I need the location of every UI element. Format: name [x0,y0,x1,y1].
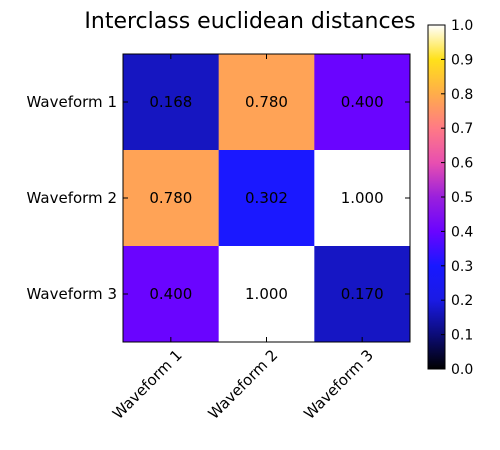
colorbar-tick-label-7: 0.7 [451,121,473,137]
heatmap-cell-r3-c1 [123,246,220,343]
cell-value-r2-c1: 0.780 [149,189,192,207]
colorbar-tick-label-3: 0.3 [451,259,473,275]
chart-title: Interclass euclidean distances [84,9,415,34]
heatmap-cells [123,54,411,343]
colorbar-tick-label-9: 0.9 [451,52,473,68]
y-tick-label-1: Waveform 1 [27,93,117,111]
heatmap-cell-r2-c1 [123,150,220,247]
y-tick-labels: Waveform 1 Waveform 2 Waveform 3 [27,93,410,303]
heatmap-cell-labels: 0.168 0.780 0.400 0.780 0.302 1.000 0.400 1.000… [149,93,383,303]
cell-value-r1-c1: 0.168 [149,93,192,111]
heatmap-cell-r2-c2 [218,150,315,247]
cell-value-r3-c2: 1.000 [245,285,288,303]
x-tick-label-1: Waveform 1 [109,346,186,423]
colorbar-tick-label-6: 0.6 [451,156,473,172]
cell-value-r2-c3: 1.000 [341,189,384,207]
colorbar-tick-label-0: 0.0 [451,362,473,378]
colorbar-tick-label-2: 0.2 [451,293,473,309]
cell-value-r2-c2: 0.302 [245,189,288,207]
heatmap-cell-r3-c3 [314,246,411,343]
heatmap-cell-r1-c3 [314,54,411,151]
cell-value-r1-c3: 0.400 [341,93,384,111]
x-tick-label-2: Waveform 2 [205,346,282,423]
y-tick-label-2: Waveform 2 [27,189,117,207]
x-tick-label-3: Waveform 3 [300,346,377,423]
cell-value-r1-c2: 0.780 [245,93,288,111]
colorbar-tick-label-5: 0.5 [451,190,473,206]
cell-value-r3-c3: 0.170 [341,285,384,303]
heatmap-cell-r1-c1 [123,54,220,151]
cell-value-r3-c1: 0.400 [149,285,192,303]
colorbar-tick-label-10: 1.0 [451,18,473,34]
heatmap-cell-r3-c2 [218,246,315,343]
colorbar-ticks: 0.0 0.1 0.2 0.3 0.4 0.5 0.6 0.7 0.8 0.9 1.0 [441,18,473,378]
heatmap-cell-r1-c2 [218,54,315,151]
heatmap-cell-r2-c3 [314,150,411,247]
colorbar-tick-label-4: 0.4 [451,224,473,240]
y-tick-label-3: Waveform 3 [27,285,117,303]
colorbar-tick-label-1: 0.1 [451,328,473,344]
colorbar-tick-label-8: 0.8 [451,87,473,103]
